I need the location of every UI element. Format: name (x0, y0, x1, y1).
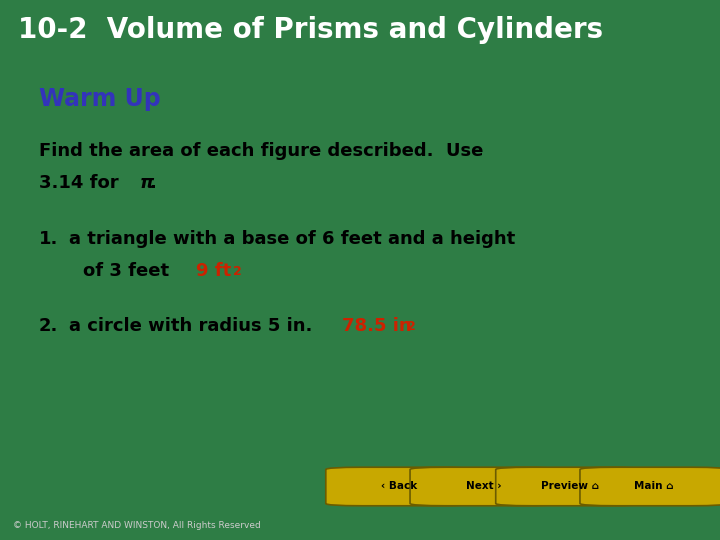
Text: 10-2  Volume of Prisms and Cylinders: 10-2 Volume of Prisms and Cylinders (18, 16, 603, 44)
Text: Main ⌂: Main ⌂ (634, 481, 673, 490)
Text: © HOLT, RINEHART AND WINSTON, All Rights Reserved: © HOLT, RINEHART AND WINSTON, All Rights… (13, 521, 261, 530)
Text: of 3 feet: of 3 feet (83, 261, 169, 280)
Text: a triangle with a base of 6 feet and a height: a triangle with a base of 6 feet and a h… (69, 230, 516, 248)
Text: Find the area of each figure described.  Use: Find the area of each figure described. … (39, 143, 483, 160)
Text: 1.: 1. (39, 230, 58, 248)
FancyBboxPatch shape (580, 467, 720, 506)
Text: 3.14 for: 3.14 for (39, 174, 125, 192)
Text: Next ›: Next › (466, 481, 502, 490)
Text: 2.: 2. (39, 317, 58, 335)
Text: Preview ⌂: Preview ⌂ (541, 481, 598, 490)
FancyBboxPatch shape (410, 467, 557, 506)
Text: .: . (149, 174, 156, 192)
FancyBboxPatch shape (326, 467, 474, 506)
Text: 9 ft: 9 ft (196, 261, 231, 280)
FancyBboxPatch shape (496, 467, 644, 506)
Text: 78.5 in: 78.5 in (341, 317, 411, 335)
Text: π: π (140, 174, 154, 192)
Text: 2: 2 (407, 320, 415, 333)
Text: ‹ Back: ‹ Back (382, 481, 418, 490)
Text: Warm Up: Warm Up (39, 87, 161, 111)
Text: 2: 2 (233, 265, 242, 278)
Text: a circle with radius 5 in.: a circle with radius 5 in. (69, 317, 312, 335)
